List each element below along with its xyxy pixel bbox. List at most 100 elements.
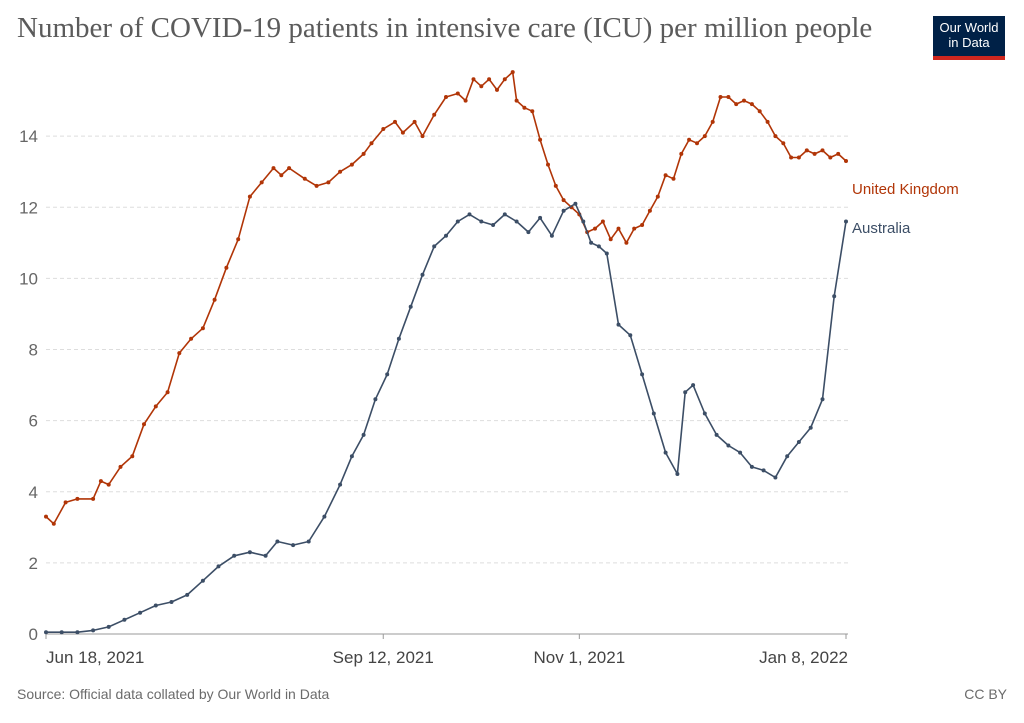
data-point-united-kingdom [314, 183, 319, 188]
data-point-united-kingdom [530, 109, 535, 114]
series-lines [44, 70, 848, 635]
data-point-united-kingdom [546, 162, 550, 167]
data-point-united-kingdom [742, 98, 746, 103]
data-point-united-kingdom [718, 95, 723, 99]
data-point-australia [808, 425, 813, 430]
data-point-australia [675, 472, 680, 476]
line-chart: 0 2 4 6 8 10 12 14 Jun 18, 2021 Sep 12, 2021 Nov … [19, 70, 959, 667]
data-point-australia [396, 336, 401, 341]
data-point-united-kingdom [479, 84, 484, 89]
data-point-united-kingdom [177, 351, 182, 356]
data-point-united-kingdom [836, 151, 841, 156]
data-point-united-kingdom [381, 127, 386, 131]
data-point-australia [247, 550, 252, 555]
data-point-australia [820, 397, 825, 402]
data-point-australia [640, 372, 645, 377]
data-point-united-kingdom [765, 119, 770, 124]
x-tick-label: Jan 8, 2022 [759, 648, 848, 667]
data-point-united-kingdom [510, 70, 515, 75]
data-point-australia [663, 450, 668, 455]
x-axis-ticks: Jun 18, 2021 Sep 12, 2021 Nov 1, 2021 Jan 8… [45, 634, 848, 667]
data-point-australia [604, 251, 609, 256]
data-point-united-kingdom [271, 166, 276, 171]
data-point-united-kingdom [106, 482, 111, 487]
data-point-united-kingdom [608, 237, 613, 242]
data-point-australia [373, 397, 378, 402]
data-point-australia [216, 564, 221, 569]
data-point-australia [616, 322, 621, 327]
data-point-united-kingdom [98, 479, 103, 484]
license-label[interactable]: CC BY [964, 686, 1007, 702]
data-point-australia [338, 482, 343, 487]
data-point-australia [153, 603, 158, 608]
data-point-united-kingdom [647, 208, 652, 213]
data-point-united-kingdom [663, 173, 668, 178]
data-point-united-kingdom [247, 194, 252, 199]
series-label-united-kingdom: United Kingdom [852, 181, 959, 198]
data-point-united-kingdom [514, 98, 519, 103]
data-point-united-kingdom [561, 198, 566, 203]
data-point-australia [59, 630, 64, 635]
data-point-australia [491, 223, 496, 227]
data-point-australia [385, 372, 390, 377]
data-point-united-kingdom [51, 521, 56, 526]
data-point-united-kingdom [804, 148, 809, 153]
data-point-united-kingdom [828, 155, 833, 160]
data-point-united-kingdom [844, 159, 848, 163]
data-point-united-kingdom [463, 98, 468, 103]
data-point-united-kingdom [710, 119, 715, 124]
data-point-united-kingdom [687, 137, 692, 142]
data-point-united-kingdom [369, 141, 374, 146]
data-point-united-kingdom [632, 226, 637, 231]
data-point-united-kingdom [820, 148, 825, 153]
data-point-australia [444, 233, 448, 238]
data-point-australia [691, 383, 696, 388]
data-point-united-kingdom [349, 162, 354, 167]
data-point-united-kingdom [522, 105, 527, 110]
chart-title: Number of COVID-19 patients in intensive… [17, 12, 873, 44]
data-point-united-kingdom [338, 169, 343, 174]
data-point-australia [291, 543, 296, 548]
data-point-united-kingdom [44, 514, 48, 519]
data-point-australia [589, 240, 594, 245]
data-point-united-kingdom [495, 87, 499, 92]
data-point-united-kingdom [796, 155, 801, 160]
source-note[interactable]: Source: Official data collated by Our Wo… [17, 686, 330, 702]
data-point-australia [683, 390, 688, 395]
data-point-australia [538, 215, 543, 220]
data-point-united-kingdom [757, 109, 762, 114]
data-point-australia [573, 201, 578, 206]
data-point-australia [738, 450, 743, 455]
data-point-united-kingdom [393, 119, 397, 124]
data-point-australia [561, 208, 566, 213]
data-point-united-kingdom [455, 91, 460, 96]
data-point-united-kingdom [75, 496, 80, 501]
data-point-australia [232, 553, 237, 558]
data-point-united-kingdom [487, 77, 492, 82]
data-point-united-kingdom [302, 176, 307, 181]
data-point-australia [467, 212, 472, 217]
data-point-united-kingdom [789, 155, 794, 160]
y-tick-label: 8 [29, 341, 38, 360]
data-point-united-kingdom [420, 134, 425, 139]
data-point-australia [596, 244, 601, 249]
data-point-australia [714, 432, 719, 437]
data-point-australia [773, 475, 778, 480]
data-point-australia [749, 464, 754, 469]
data-point-united-kingdom [553, 183, 558, 188]
x-tick-label: Sep 12, 2021 [333, 648, 434, 667]
data-point-australia [200, 578, 205, 583]
data-point-australia [91, 628, 96, 633]
data-point-australia [844, 219, 848, 224]
data-point-australia [169, 600, 174, 604]
data-point-united-kingdom [142, 422, 146, 427]
data-point-united-kingdom [600, 219, 605, 224]
x-tick-label: Jun 18, 2021 [46, 648, 144, 667]
data-point-united-kingdom [212, 297, 217, 302]
data-point-australia [106, 624, 111, 629]
data-point-united-kingdom [118, 464, 123, 469]
owid-logo[interactable]: Our World in Data [933, 16, 1005, 60]
data-point-united-kingdom [749, 102, 754, 107]
data-point-australia [526, 230, 531, 235]
data-point-australia [785, 454, 790, 459]
